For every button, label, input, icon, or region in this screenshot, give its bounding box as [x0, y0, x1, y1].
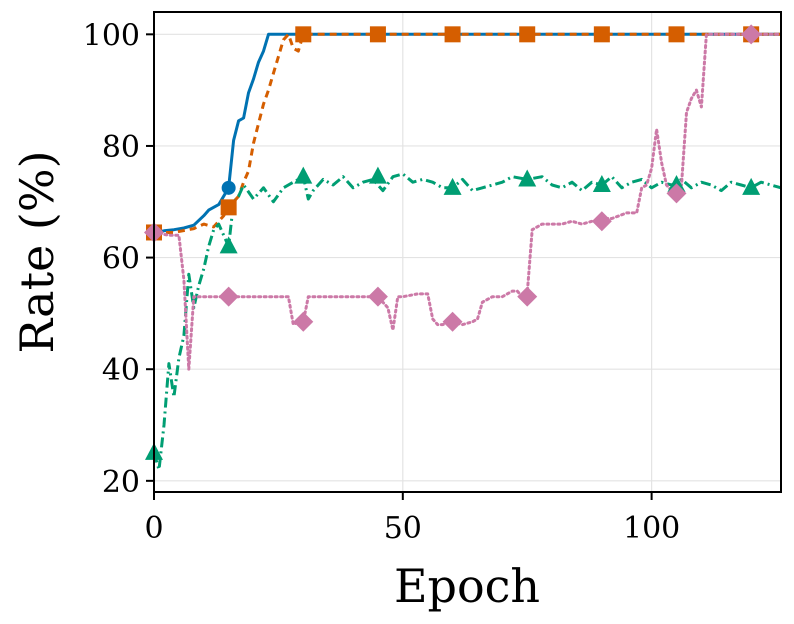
marker-orange-dashed	[444, 26, 461, 43]
marker-green-dashdot	[368, 166, 387, 184]
series-line-orange-dashed	[154, 32, 781, 234]
marker-orange-dashed	[295, 26, 312, 43]
plot-frame	[153, 11, 782, 493]
series-line-pink-dotted	[152, 32, 783, 371]
marker-pink-dotted	[442, 311, 463, 332]
marker-orange-dashed	[593, 26, 610, 43]
marker-pink-dotted	[741, 24, 762, 45]
marker-orange-dashed	[668, 26, 685, 43]
marker-pink-dotted	[218, 286, 239, 307]
series-line-green-dashdot	[152, 172, 782, 472]
marker-orange-dashed	[369, 26, 386, 43]
x-tick-label: 0	[144, 511, 163, 546]
marker-green-dashdot	[219, 236, 238, 254]
marker-pink-dotted	[367, 286, 388, 307]
marker-green-dashdot	[294, 166, 313, 184]
marker-blue-solid	[221, 180, 236, 195]
y-axis-title: Rate (%)	[10, 150, 64, 353]
marker-orange-dashed	[220, 199, 237, 216]
y-tick-label: 80	[102, 130, 140, 165]
x-axis-title: Epoch	[394, 559, 540, 613]
marker-green-dashdot	[443, 177, 462, 195]
marker-green-dashdot	[742, 177, 761, 195]
marker-pink-dotted	[666, 183, 687, 204]
y-tick-label: 20	[102, 465, 140, 500]
marker-green-dashdot	[592, 175, 611, 193]
series-layer	[152, 32, 783, 472]
marker-orange-dashed	[519, 26, 536, 43]
marker-pink-dotted	[293, 311, 314, 332]
y-tick-label: 100	[83, 18, 140, 53]
marker-green-dashdot	[518, 169, 537, 187]
x-tick-label: 100	[623, 511, 680, 546]
markers-layer	[144, 24, 762, 460]
axis-ticks: 0 50 100 20 40 60 80 100	[83, 18, 681, 546]
series-line-blue-solid	[153, 32, 781, 234]
y-tick-label: 60	[102, 242, 140, 277]
y-tick-label: 40	[102, 353, 140, 388]
marker-pink-dotted	[517, 286, 538, 307]
x-tick-label: 50	[384, 511, 422, 546]
marker-pink-dotted	[591, 211, 612, 232]
grid	[153, 12, 781, 492]
